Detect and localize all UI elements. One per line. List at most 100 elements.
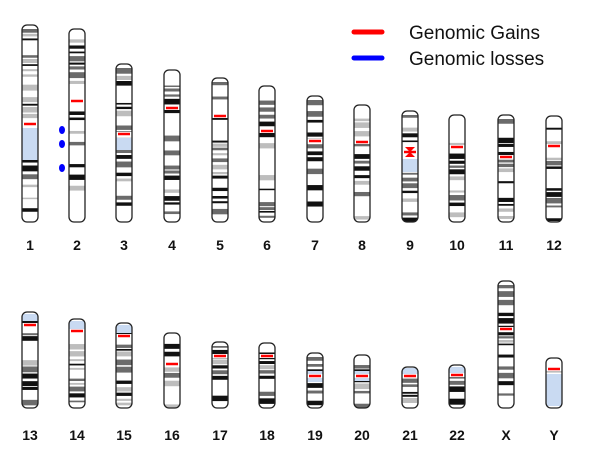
band: [449, 202, 465, 207]
band: [22, 208, 38, 212]
band: [116, 402, 132, 406]
band: [116, 80, 132, 86]
band: [259, 114, 275, 119]
band: [307, 364, 323, 367]
band: [498, 336, 514, 339]
band: [116, 110, 132, 117]
band: [69, 400, 85, 403]
band: [22, 113, 38, 119]
band: [402, 140, 418, 143]
band: [212, 96, 228, 100]
chromosome-8: 8: [353, 104, 371, 253]
band: [164, 202, 180, 205]
band: [69, 130, 85, 134]
chromosome-outline: [258, 85, 276, 223]
band: [546, 205, 562, 208]
chromosome-16: 16: [163, 332, 181, 443]
band: [449, 190, 465, 193]
band: [259, 107, 275, 112]
band: [498, 168, 514, 173]
chromosome-14: 14: [68, 318, 86, 443]
chromosome-label: 19: [307, 427, 323, 443]
band: [22, 33, 38, 37]
band: [498, 393, 514, 396]
chromosome-1: 1: [21, 24, 65, 253]
chromosome-label: 3: [120, 237, 128, 253]
chromosome-label: 8: [358, 237, 366, 253]
band: [498, 163, 514, 168]
band: [212, 153, 228, 156]
band: [116, 195, 132, 200]
band: [498, 332, 514, 336]
band: [259, 375, 275, 379]
heterochromatin-region: [402, 159, 418, 172]
chromosome-label: 1: [26, 237, 34, 253]
band: [402, 198, 418, 202]
band: [22, 320, 38, 324]
band: [354, 403, 370, 408]
band: [69, 111, 85, 115]
chromosome-13: 13: [21, 311, 39, 443]
band: [307, 383, 323, 388]
chromosome-outline: [68, 318, 86, 409]
band: [116, 75, 132, 80]
band: [22, 386, 38, 390]
chromosome-15: 15: [115, 322, 133, 443]
band: [22, 58, 38, 63]
band: [164, 150, 180, 156]
band: [164, 135, 180, 142]
chromosome-label: 11: [499, 237, 514, 253]
band: [164, 211, 180, 215]
band: [402, 177, 418, 182]
band: [22, 366, 38, 373]
band: [449, 169, 465, 175]
band: [354, 191, 370, 197]
band: [259, 121, 275, 127]
band: [546, 192, 562, 197]
band: [212, 195, 228, 199]
band: [498, 181, 514, 184]
band: [116, 348, 132, 351]
band: [116, 149, 132, 154]
band: [259, 202, 275, 207]
band: [307, 144, 323, 149]
band: [354, 390, 370, 394]
chromosome-outline: [306, 95, 324, 223]
band: [498, 203, 514, 206]
band: [22, 197, 38, 200]
band: [402, 394, 418, 397]
band: [69, 386, 85, 392]
chromosome-label: 4: [168, 237, 176, 253]
chromosome-label: 5: [216, 237, 224, 253]
band: [546, 166, 562, 169]
chromosome-22: 22: [448, 364, 466, 443]
band: [546, 127, 562, 130]
band: [546, 197, 562, 204]
band: [69, 80, 85, 84]
band: [116, 344, 132, 348]
chromosome-outline: [68, 28, 86, 223]
band: [69, 185, 85, 191]
band: [69, 382, 85, 385]
band: [259, 391, 275, 396]
chromosome-label: 16: [164, 427, 180, 443]
band: [212, 359, 228, 365]
band: [116, 172, 132, 177]
band: [307, 400, 323, 406]
band: [449, 160, 465, 164]
band: [498, 137, 514, 144]
band: [69, 367, 85, 370]
chromosome-label: 13: [22, 427, 38, 443]
band: [116, 155, 132, 159]
band: [307, 201, 323, 207]
band: [449, 195, 465, 201]
band: [164, 175, 180, 180]
band: [498, 299, 514, 306]
band: [22, 360, 38, 366]
chromosome-label: 2: [73, 237, 81, 253]
chromosome-outline: [115, 322, 133, 409]
band: [116, 351, 132, 357]
band: [212, 140, 228, 143]
